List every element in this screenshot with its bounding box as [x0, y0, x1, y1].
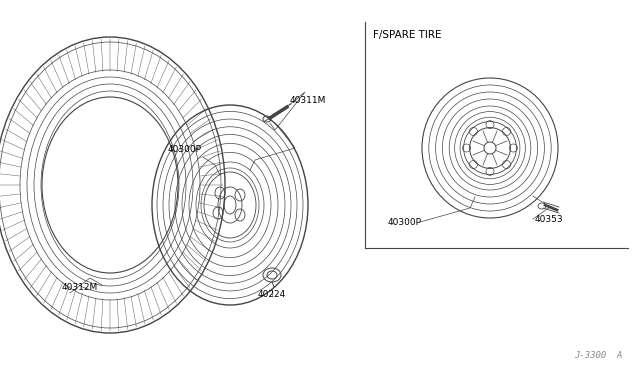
Text: 40311M: 40311M: [290, 96, 326, 105]
Text: 40224: 40224: [258, 290, 286, 299]
Ellipse shape: [484, 142, 496, 154]
Text: 40353: 40353: [535, 215, 564, 224]
Text: 40300P: 40300P: [388, 218, 422, 227]
Text: 40300P: 40300P: [168, 145, 202, 154]
Text: 40312M: 40312M: [62, 283, 99, 292]
Text: F/SPARE TIRE: F/SPARE TIRE: [373, 30, 442, 40]
Text: J-3300  A: J-3300 A: [573, 351, 622, 360]
